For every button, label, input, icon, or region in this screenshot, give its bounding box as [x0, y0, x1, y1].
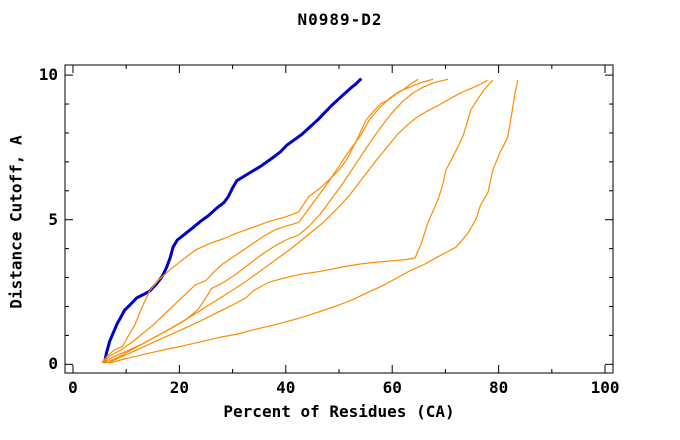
- x-tick-label: 80: [488, 378, 509, 397]
- series-orange-1: [101, 78, 419, 364]
- x-axis-label: Percent of Residues (CA): [223, 402, 455, 421]
- series-blue-model: [102, 77, 363, 364]
- x-tick-label: 100: [590, 378, 620, 397]
- y-tick-label: 10: [38, 65, 58, 85]
- series-orange-6: [109, 79, 519, 364]
- x-tick-label: 40: [276, 378, 296, 397]
- y-tick-label: 0: [48, 354, 58, 374]
- series-orange-5: [107, 79, 494, 364]
- x-tick-label: 0: [68, 378, 78, 397]
- y-tick-label: 5: [48, 209, 58, 229]
- plot-border: [64, 64, 614, 374]
- x-tick-label: 20: [169, 378, 190, 397]
- x-tick-label: 60: [382, 378, 402, 397]
- series-orange-3: [103, 78, 449, 364]
- chart-title: N0989-D2: [297, 10, 383, 29]
- series-orange-4: [105, 79, 488, 364]
- series-orange-2: [102, 78, 434, 364]
